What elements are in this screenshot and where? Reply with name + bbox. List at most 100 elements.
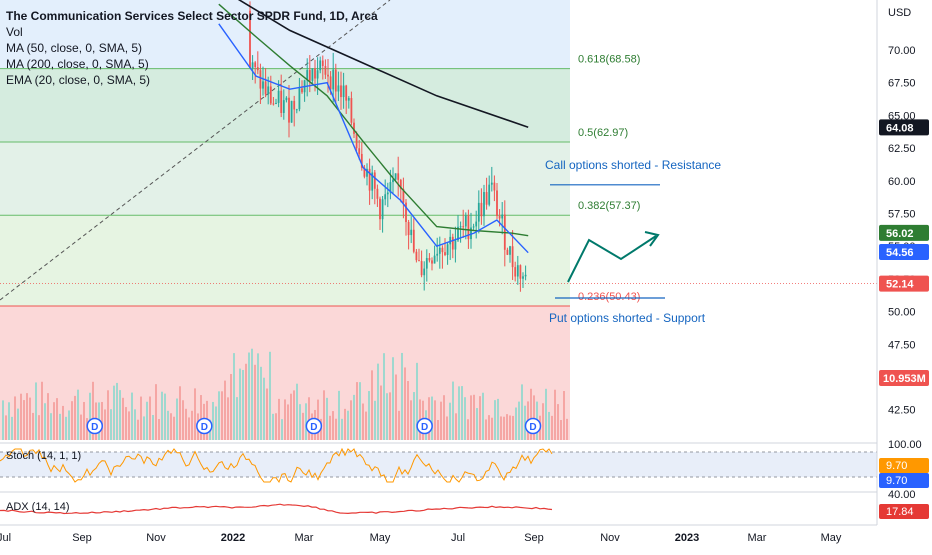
stoch-line[interactable] xyxy=(0,447,553,484)
candle-body[interactable] xyxy=(290,100,293,123)
candle-body[interactable] xyxy=(384,194,387,200)
adx-line[interactable] xyxy=(0,503,553,515)
candle-body[interactable] xyxy=(459,226,462,228)
candle-body[interactable] xyxy=(264,81,267,95)
candle-body[interactable] xyxy=(392,179,394,183)
candle-body[interactable] xyxy=(277,90,280,103)
candle-body[interactable] xyxy=(485,192,488,205)
candle-body[interactable] xyxy=(373,172,376,189)
candle-body[interactable] xyxy=(262,81,264,89)
candle-body[interactable] xyxy=(467,215,470,240)
candle-body[interactable] xyxy=(431,260,433,264)
candle-body[interactable] xyxy=(490,182,493,185)
price-tag[interactable] xyxy=(879,243,929,260)
candle-body[interactable] xyxy=(256,67,259,71)
candle-body[interactable] xyxy=(329,76,332,90)
candle-body[interactable] xyxy=(379,198,381,220)
resistance-annotation[interactable]: Call options shorted - Resistance xyxy=(545,158,721,172)
candle-body[interactable] xyxy=(524,274,527,277)
candle-body[interactable] xyxy=(420,261,423,276)
candle-body[interactable] xyxy=(496,190,498,217)
candle-body[interactable] xyxy=(314,68,316,79)
candle-body[interactable] xyxy=(267,86,270,95)
candle-body[interactable] xyxy=(472,226,475,228)
candle-body[interactable] xyxy=(355,133,358,149)
candle-body[interactable] xyxy=(353,122,355,134)
candle-body[interactable] xyxy=(280,90,283,113)
candle-body[interactable] xyxy=(402,188,405,203)
candle-body[interactable] xyxy=(342,85,345,98)
candle-body[interactable] xyxy=(399,179,402,189)
candle-body[interactable] xyxy=(311,68,314,81)
candle-body[interactable] xyxy=(480,202,483,217)
candle-body[interactable] xyxy=(509,246,511,255)
candle-body[interactable] xyxy=(321,60,324,66)
candle-body[interactable] xyxy=(327,74,329,77)
candle-body[interactable] xyxy=(483,192,485,217)
candle-body[interactable] xyxy=(350,98,353,123)
candle-body[interactable] xyxy=(415,251,418,261)
legend-vol[interactable]: Vol xyxy=(6,25,23,39)
candle-body[interactable] xyxy=(254,62,257,68)
legend-ma50[interactable]: MA (50, close, 0, SMA, 5) xyxy=(6,41,143,55)
candle-body[interactable] xyxy=(347,98,350,101)
price-tag[interactable] xyxy=(879,224,929,241)
stoch-tag[interactable] xyxy=(879,473,929,488)
candle-body[interactable] xyxy=(376,188,379,199)
candle-body[interactable] xyxy=(464,215,467,227)
candle-body[interactable] xyxy=(438,247,441,254)
candle-body[interactable] xyxy=(368,168,371,191)
candle-body[interactable] xyxy=(282,100,285,113)
candle-body[interactable] xyxy=(371,172,374,191)
candle-body[interactable] xyxy=(433,255,436,264)
candle-body[interactable] xyxy=(301,88,303,93)
candle-body[interactable] xyxy=(366,168,368,177)
candle-body[interactable] xyxy=(498,216,501,219)
price-tag[interactable] xyxy=(879,275,929,292)
dividend-marker[interactable] xyxy=(416,417,433,435)
volume-tag[interactable] xyxy=(879,370,929,386)
candle-body[interactable] xyxy=(381,199,384,220)
candle-body[interactable] xyxy=(285,97,288,101)
candle-body[interactable] xyxy=(251,62,254,69)
dividend-marker[interactable] xyxy=(86,417,103,435)
dividend-marker[interactable] xyxy=(196,417,213,435)
candle-body[interactable] xyxy=(394,173,397,180)
candle-body[interactable] xyxy=(259,70,262,89)
candle-body[interactable] xyxy=(288,97,290,123)
candle-body[interactable] xyxy=(457,226,459,241)
candle-body[interactable] xyxy=(345,85,348,101)
candle-body[interactable] xyxy=(306,70,309,81)
candle-body[interactable] xyxy=(493,182,496,191)
candle-body[interactable] xyxy=(454,240,457,250)
candle-body[interactable] xyxy=(412,229,415,252)
adx-tag[interactable] xyxy=(879,504,929,519)
candle-body[interactable] xyxy=(477,202,480,222)
trend-line[interactable] xyxy=(0,0,391,301)
candle-body[interactable] xyxy=(475,221,478,227)
candle-body[interactable] xyxy=(488,184,491,205)
candle-body[interactable] xyxy=(319,60,322,71)
candle-body[interactable] xyxy=(308,70,311,81)
candle-body[interactable] xyxy=(249,10,251,69)
candle-body[interactable] xyxy=(334,69,337,92)
ma200-line[interactable] xyxy=(236,0,529,128)
price-tag[interactable] xyxy=(879,119,929,136)
candle-body[interactable] xyxy=(522,276,524,279)
candle-body[interactable] xyxy=(451,236,454,250)
legend-ma200[interactable]: MA (200, close, 0, SMA, 5) xyxy=(6,57,149,71)
candle-body[interactable] xyxy=(441,247,444,253)
ema20-line[interactable] xyxy=(218,23,529,254)
dividend-marker[interactable] xyxy=(305,417,323,435)
candle-body[interactable] xyxy=(449,236,452,245)
dividend-marker[interactable] xyxy=(524,417,542,435)
candle-body[interactable] xyxy=(324,65,327,75)
candle-body[interactable] xyxy=(363,167,366,177)
candle-body[interactable] xyxy=(360,153,363,168)
candle-body[interactable] xyxy=(418,260,420,262)
candle-body[interactable] xyxy=(446,244,449,255)
candle-body[interactable] xyxy=(295,109,298,111)
candle-body[interactable] xyxy=(272,103,275,105)
